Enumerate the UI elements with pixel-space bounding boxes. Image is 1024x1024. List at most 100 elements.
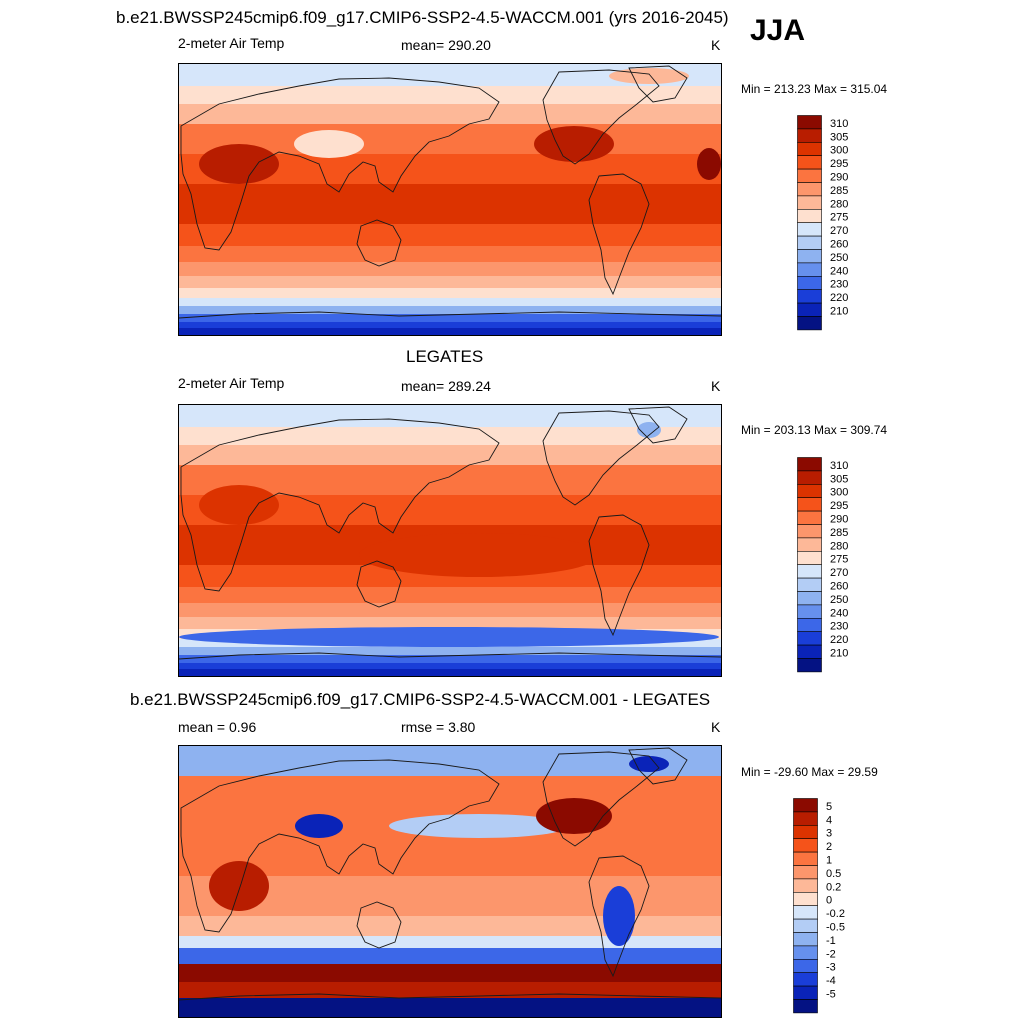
colorbar-swatch [793,892,818,907]
temp-band-8 [179,603,721,617]
colorbar-tick-label: 270 [830,567,848,579]
panel-1-minmax: Min = 213.23 Max = 315.04 [741,82,888,96]
season-label: JJA [750,14,806,47]
colorbar-swatch [797,457,822,472]
panel-1-left-label: 2-meter Air Temp [178,35,285,51]
coastline-0 [180,77,500,251]
colorbar-tick-label: 230 [830,621,848,633]
coastline-2 [542,69,660,165]
temperature-field [179,64,721,335]
colorbar-tick-label: 290 [830,172,848,184]
temp-band-15 [179,669,721,676]
panel-2-left-label: 2-meter Air Temp [178,375,285,391]
colorbar-tick-label: 310 [830,460,848,472]
temp-band-1 [179,427,721,445]
temp-band-14 [179,322,721,328]
temp-band-1 [179,86,721,104]
panel-1-map [178,63,722,336]
colorbar-tick-label: 300 [830,145,848,157]
temp-band-11 [179,298,721,306]
colorbar-swatch [793,932,818,947]
temp-band-0 [179,405,721,427]
coastline-4 [628,747,688,785]
colorbar-tick-label: -0.5 [826,922,845,934]
warm-bias-north-america [536,798,612,834]
colorbar-swatch [793,824,818,839]
tibet-cool-region [294,130,364,158]
colorbar-svg: 3103053002952902852802752702602502402302… [797,457,848,673]
colorbar-tick-label: 300 [830,487,848,499]
colorbar-swatch [797,524,822,539]
panel-1-mean: mean= 290.20 [401,37,491,53]
colorbar-swatch [793,999,818,1014]
hot-region-east [697,148,721,180]
colorbar-tick-label: 210 [830,306,848,318]
colorbar-swatch [797,262,822,277]
temp-band-12 [179,647,721,655]
coastline-0 [180,759,500,933]
colorbar-swatch [797,115,822,130]
diff-band-8 [179,998,721,1017]
hot-region-saharan [199,485,279,525]
coastline-5 [179,311,721,319]
colorbar-swatch [797,510,822,525]
coastline-3 [588,173,650,296]
panel-3-minmax: Min = -29.60 Max = 29.59 [741,765,878,779]
colorbar-tick-label: 275 [830,212,848,224]
colorbar-tick-label: 4 [826,814,832,826]
temp-band-9 [179,617,721,629]
colorbar-swatch [793,811,818,826]
colorbar-swatch [797,618,822,633]
colorbar-swatch [797,235,822,250]
colorbar-svg: 54 32 10.50.2 0-0.2 -0.5-1-2 -3-4 -5 [793,798,845,1014]
cold-bias-greenland [629,756,669,772]
colorbar-swatch [797,658,822,673]
temp-band-3 [179,465,721,495]
colorbar-tick-label: 290 [830,514,848,526]
colorbar-tick-label: 230 [830,279,848,291]
coastline-2 [542,751,660,847]
colorbar-swatch [797,604,822,619]
panel-3-map [178,745,722,1018]
colorbar-swatch [797,551,822,566]
colorbar-swatch [797,155,822,170]
temp-band-2 [179,445,721,465]
diff-band-5 [179,948,721,964]
temp-band-13 [179,655,721,663]
colorbar-tick-label: 295 [830,158,848,170]
colorbar-swatch [793,972,818,987]
colorbar-swatch [797,537,822,552]
colorbar-tick-label: 0.5 [826,868,841,880]
colorbar-tick-label: 305 [830,473,848,485]
colorbar-tick-label: 5 [826,801,832,813]
colorbar-tick-label: -2 [826,948,836,960]
temp-band-12 [179,306,721,314]
antarctic-cold-band [179,627,719,647]
colorbar-tick-label: 280 [830,198,848,210]
temp-band-3 [179,124,721,154]
colorbar-swatch [797,249,822,264]
panel-1-colorbar: 310 305 300 295 290 285 280 275 270 260 250 240 230 2… [797,115,867,332]
coastline-5 [179,652,721,660]
temp-band-8 [179,262,721,276]
colorbar-tick-label: -1 [826,935,836,947]
temp-band-5 [179,184,721,224]
colorbar-swatch [797,182,822,197]
panel-1-title: b.e21.BWSSP245cmip6.f09_g17.CMIP6-SSP2-4… [116,8,729,27]
colorbar-swatch [793,878,818,893]
colorbar-swatch [797,168,822,183]
colorbar-swatch [793,959,818,974]
temperature-field [179,405,721,676]
panel-3-rmse: rmse = 3.80 [401,719,476,735]
colorbar-tick-label: 3 [826,828,832,840]
coastline-1 [356,901,402,949]
colorbar-swatch [793,798,818,813]
coastline-4 [628,406,688,444]
colorbar-swatch [793,985,818,1000]
colorbar-tick-label: 250 [830,594,848,606]
colorbar-tick-label: 1 [826,855,832,867]
hot-region-north-america [534,126,614,162]
colorbar-swatch [797,276,822,291]
colorbar-tick-label: 250 [830,252,848,264]
colorbar-swatch [793,945,818,960]
